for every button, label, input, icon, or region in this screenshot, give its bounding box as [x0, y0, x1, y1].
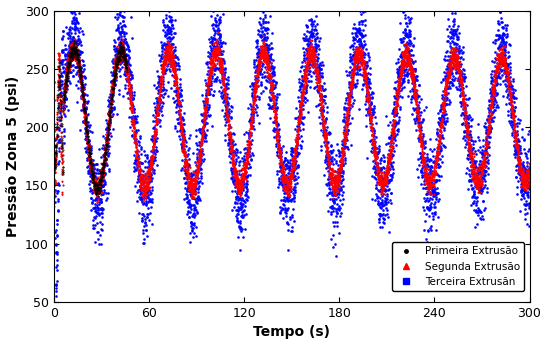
Y-axis label: Pressão Zona 5 (psi): Pressão Zona 5 (psi): [5, 76, 20, 237]
X-axis label: Tempo (s): Tempo (s): [253, 325, 330, 339]
Legend: Primeira Extrusão, Segunda Extrusão, Terceira Extrusãn: Primeira Extrusão, Segunda Extrusão, Ter…: [392, 242, 524, 291]
